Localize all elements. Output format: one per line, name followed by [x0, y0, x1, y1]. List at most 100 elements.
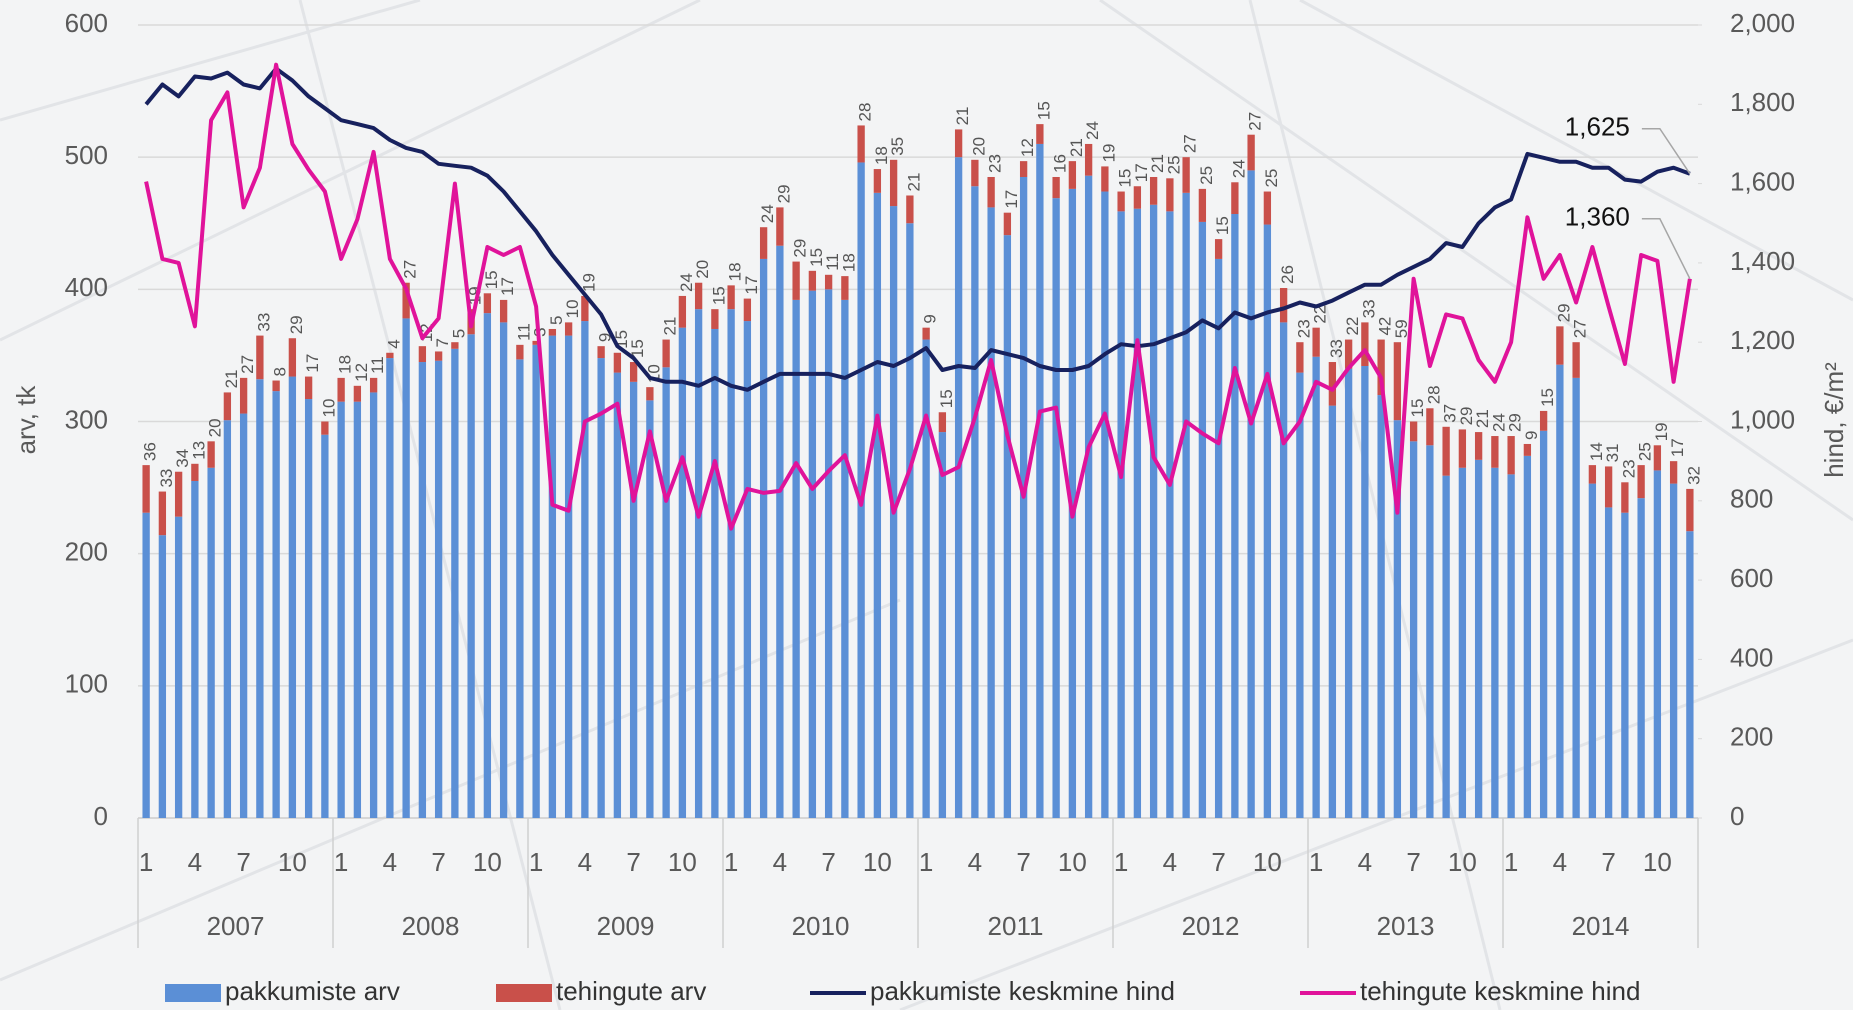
bar-segment [499, 322, 508, 818]
bar-segment [256, 379, 264, 818]
bar-segment [873, 192, 882, 818]
data-label: 17 [742, 276, 761, 295]
bar-segment [1084, 175, 1093, 819]
data-label: 27 [1246, 112, 1265, 131]
legend-label: pakkumiste arv [225, 976, 400, 1006]
data-label: 18 [726, 262, 745, 281]
data-label: 27 [1571, 319, 1590, 338]
bar-segment [451, 348, 459, 818]
line-value-label: 1,625 [1565, 112, 1630, 142]
bar-segment [954, 157, 963, 818]
x-tick-label: 4 [1358, 847, 1372, 877]
data-label: 18 [839, 253, 858, 272]
bar-segment [434, 360, 443, 818]
bar-segment [906, 223, 914, 818]
x-tick-label: 10 [863, 847, 892, 877]
y2-tick-label: 400 [1730, 642, 1773, 672]
data-label: 34 [173, 449, 192, 468]
bar-segment [1198, 188, 1207, 222]
bar-segment [662, 339, 670, 368]
bar-segment [272, 380, 280, 392]
data-label: 33 [1327, 339, 1346, 358]
bar-segment [158, 491, 167, 536]
bar-segment [1052, 176, 1060, 199]
data-label: 19 [1652, 422, 1671, 441]
x-tick-label: 7 [821, 847, 835, 877]
bar-segment [711, 309, 719, 329]
bar-segment [1442, 475, 1450, 818]
bar-segment [922, 339, 930, 818]
data-label: 17 [498, 277, 517, 296]
data-label: 29 [1554, 303, 1573, 322]
bar-segment [678, 327, 687, 818]
bar-segment [646, 400, 654, 818]
bar-segment [1474, 432, 1483, 460]
x-group-label: 2007 [207, 911, 265, 941]
bar-segment [1263, 191, 1272, 225]
x-tick-label: 10 [473, 847, 502, 877]
bar-segment [873, 169, 882, 193]
y2-axis-title: hind, €/m² [1819, 362, 1849, 478]
data-label: 28 [856, 103, 875, 122]
bar-segment [516, 359, 524, 818]
x-group-label: 2013 [1377, 911, 1435, 941]
bar-segment [1198, 221, 1207, 818]
bar-segment [1393, 420, 1402, 818]
bar-segment [1133, 208, 1142, 818]
x-tick-label: 4 [578, 847, 592, 877]
bar-segment [1312, 356, 1320, 818]
bar-segment [613, 372, 622, 818]
data-label: 15 [709, 286, 728, 305]
data-label: 19 [579, 273, 598, 292]
data-label: 15 [1213, 216, 1232, 235]
bar-segment [1231, 213, 1239, 818]
bar-segment [1247, 170, 1255, 819]
bar-segment [1361, 365, 1369, 818]
bar-segment [971, 159, 979, 187]
bar-segment [889, 159, 898, 207]
data-label: 24 [1489, 413, 1508, 432]
bar-segment [1036, 143, 1044, 818]
bar-segment [386, 352, 394, 359]
data-label: 7 [433, 338, 452, 347]
bar-segment [353, 401, 362, 818]
data-label: 25 [1262, 169, 1281, 188]
bar-segment [1491, 467, 1499, 818]
data-label: 16 [1051, 154, 1070, 173]
bar-segment [434, 351, 443, 361]
bar-segment [1101, 191, 1109, 818]
bar-segment [191, 463, 199, 481]
data-label: 23 [986, 154, 1005, 173]
bar-segment [678, 295, 687, 328]
data-label: 9 [921, 314, 940, 323]
bar-segment [1133, 186, 1142, 209]
x-tick-label: 4 [188, 847, 202, 877]
data-label: 15 [1116, 169, 1135, 188]
data-label: 25 [1197, 166, 1216, 185]
bar-segment [239, 413, 248, 818]
data-label: 13 [189, 441, 208, 460]
bar-segment [1653, 445, 1662, 471]
legend-label: tehingute arv [556, 976, 706, 1006]
bar-segment [1019, 161, 1028, 177]
data-label: 17 [303, 354, 322, 373]
bar-segment [1068, 161, 1077, 189]
data-label: 22 [1311, 305, 1330, 324]
bar-segment [418, 362, 427, 818]
data-label: 11 [368, 356, 387, 374]
bar-segment [776, 245, 784, 819]
bar-segment [288, 338, 297, 377]
bar-segment [1474, 459, 1483, 818]
bar-segment [824, 274, 833, 290]
bar-segment [808, 270, 817, 291]
bar-segment [1166, 178, 1174, 212]
bar-segment [1458, 429, 1467, 468]
data-label: 29 [287, 315, 306, 334]
x-tick-label: 7 [626, 847, 640, 877]
bar-segment [1686, 531, 1694, 818]
bar-segment [369, 392, 378, 818]
bar-segment [1426, 445, 1434, 818]
y2-tick-label: 200 [1730, 722, 1773, 752]
bar-segment [1214, 258, 1223, 818]
x-tick-label: 4 [1553, 847, 1567, 877]
